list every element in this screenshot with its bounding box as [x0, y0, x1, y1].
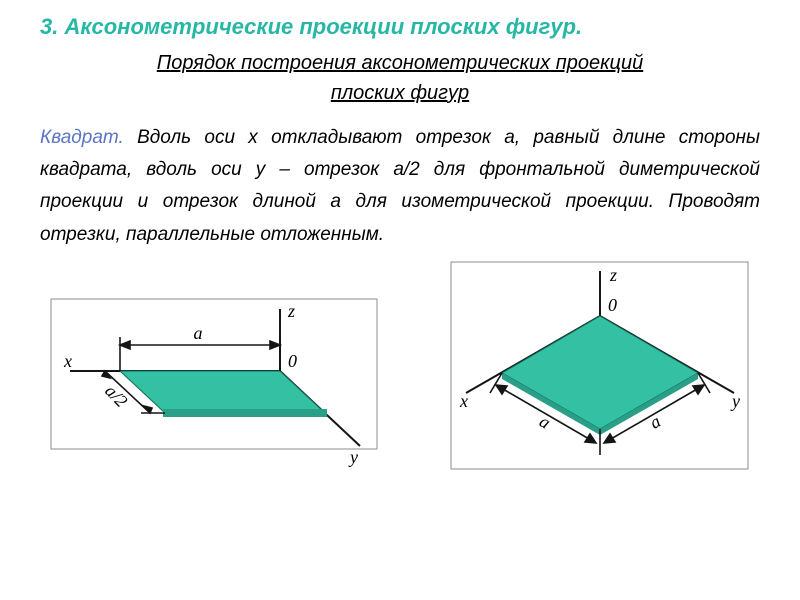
axis-z-label: z — [287, 301, 295, 321]
dim-a-right: a — [646, 411, 664, 433]
subtitle-line2: плоских фигур — [331, 82, 469, 104]
dimetric-figure: a a/2 x z 0 y — [50, 281, 380, 471]
origin-label: 0 — [608, 295, 617, 315]
section-title: 3. Аксонометрические проекции плоских фи… — [40, 12, 760, 42]
slide: 3. Аксонометрические проекции плоских фи… — [0, 0, 800, 600]
isometric-figure: z 0 x y a a — [450, 261, 750, 471]
axis-z-label: z — [609, 265, 617, 285]
paragraph-rest: Вдоль оси х откладывают отрезок а, равны… — [40, 127, 760, 245]
dim-a-label: a — [194, 323, 203, 343]
paragraph-lead: Квадрат. — [40, 127, 124, 148]
axis-x-label: x — [63, 351, 72, 371]
axis-y-label: y — [730, 391, 740, 411]
figures-row: a a/2 x z 0 y — [40, 261, 760, 471]
dim-a-left: a — [536, 411, 554, 433]
dim-ahalf-label: a/2 — [101, 380, 131, 410]
subtitle-line1: Порядок построения аксонометрических про… — [157, 52, 643, 74]
axis-y-label: y — [348, 447, 358, 467]
origin-label: 0 — [288, 351, 297, 371]
paragraph: Квадрат. Вдоль оси х откладывают отрезок… — [40, 122, 760, 251]
axis-x-label: x — [459, 391, 468, 411]
subtitle: Порядок построения аксонометрических про… — [40, 48, 760, 108]
